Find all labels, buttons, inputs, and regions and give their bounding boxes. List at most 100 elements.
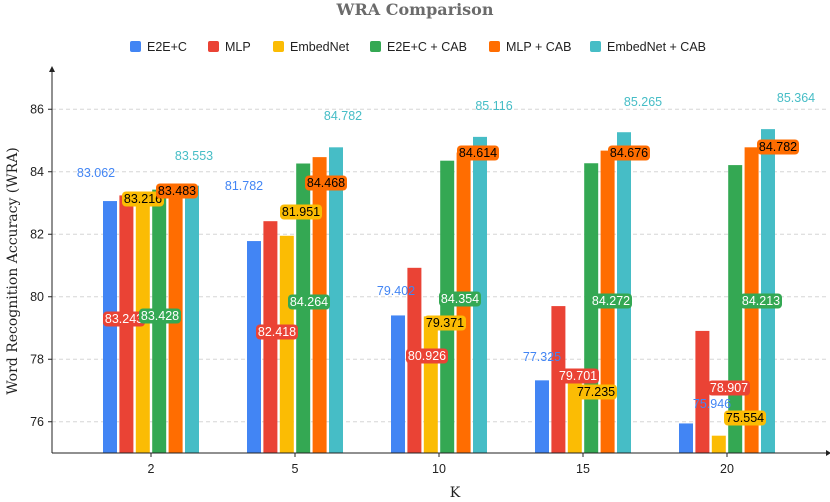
bar-embednet-cab-k5 (329, 147, 343, 453)
legend-item-embednet[interactable]: EmbedNet (273, 40, 350, 54)
legend-swatch (590, 41, 601, 52)
data-label-mlp-k20-box (708, 380, 750, 396)
y-tick-label: 84 (30, 165, 44, 179)
data-label-mlp-cab-k5: 84.468 (307, 176, 345, 190)
data-label-embednet-k5: 81.951 (282, 205, 320, 219)
legend-item-e2e-c[interactable]: E2E+C (130, 40, 187, 54)
data-label-e2e-c-cab-k15: 84.272 (592, 294, 630, 308)
data-label-embednet-cab-k5: 84.782 (324, 109, 362, 123)
x-tick-label: 10 (432, 462, 446, 476)
data-label-e2e-c-cab-k10: 84.354 (441, 292, 479, 306)
data-label-embednet-cab-k2: 83.553 (175, 149, 213, 163)
legend-label: MLP + CAB (506, 40, 571, 54)
bar-e2e-c-k15 (535, 380, 549, 453)
y-axis-arrow (49, 66, 55, 72)
data-label-embednet-k10: 79.371 (426, 316, 464, 330)
data-label-embednet-cab-k15: 85.265 (624, 95, 662, 109)
data-label-mlp-k2-box (103, 311, 145, 327)
bar-e2e-c-k20 (679, 423, 693, 453)
data-label-mlp-k2: 83.243 (105, 312, 143, 326)
data-label-embednet-k20-box (724, 410, 766, 426)
y-tick-label: 80 (30, 290, 44, 304)
bar-embednet-cab-k20 (761, 129, 775, 453)
bar-e2e-c-k5 (247, 241, 261, 453)
data-label-mlp-k5-box (256, 324, 298, 340)
legend-swatch (130, 41, 141, 52)
bar-mlp-k20 (695, 330, 710, 453)
legend-label: EmbedNet + CAB (607, 40, 706, 54)
data-label-embednet-cab-k20: 85.364 (777, 91, 815, 105)
bar-embednet-k15 (567, 383, 582, 453)
data-label-embednet-k2-box (122, 191, 164, 207)
data-label-embednet-k15: 77.235 (577, 385, 615, 399)
bar-embednet-k5 (279, 235, 294, 453)
data-label-e2e-c-cab-k2-box (139, 308, 181, 324)
x-tick-label: 2 (148, 462, 155, 476)
y-tick-label: 78 (30, 352, 44, 366)
data-label-embednet-k2: 83.216 (124, 192, 162, 206)
legend-item-e2e-c-cab[interactable]: E2E+C + CAB (370, 40, 467, 54)
data-label-embednet-k15-box (575, 384, 617, 400)
bars (103, 129, 775, 453)
legend-swatch (489, 41, 500, 52)
data-label-e2e-c-cab-k20-box (740, 293, 782, 309)
data-label-mlp-cab-k20-box (757, 139, 799, 155)
data-label-mlp-cab-k2: 83.483 (158, 184, 196, 198)
bar-embednet-cab-k2 (185, 185, 199, 453)
data-label-e2e-c-k10: 79.402 (377, 284, 415, 298)
y-tick-label: 86 (30, 102, 44, 116)
data-label-mlp-k10-box (406, 348, 448, 364)
data-label-e2e-c-k15: 77.325 (523, 350, 561, 364)
x-axis-arrow (826, 450, 830, 456)
data-label-embednet-cab-k10: 85.116 (475, 99, 512, 113)
x-tick-label: 20 (720, 462, 734, 476)
chart-title: WRA Comparison (336, 0, 494, 19)
y-axis-title: Word Recognition Accuracy (WRA) (5, 147, 21, 395)
legend-item-mlp-cab[interactable]: MLP + CAB (489, 40, 571, 54)
data-label-e2e-c-cab-k15-box (590, 293, 632, 309)
data-label-mlp-cab-k20: 84.782 (759, 140, 797, 154)
data-labels: 83.062 83.243 83.216 83.428 83.483 83.553 81.7… (77, 91, 815, 426)
y-tick-label: 76 (30, 415, 44, 429)
data-label-e2e-c-k2: 83.062 (77, 166, 115, 180)
bar-embednet-k20 (711, 435, 726, 453)
legend-swatch (273, 41, 284, 52)
data-label-embednet-k20: 75.554 (726, 411, 764, 425)
bar-embednet-k10 (423, 316, 438, 453)
data-label-e2e-c-k5: 81.782 (225, 179, 263, 193)
legend-label: EmbedNet (290, 40, 350, 54)
legend-item-embednet-cab[interactable]: EmbedNet + CAB (590, 40, 706, 54)
data-label-e2e-c-cab-k5: 84.264 (290, 295, 328, 309)
data-label-mlp-cab-k15: 84.676 (610, 146, 648, 160)
legend-label: E2E+C (147, 40, 187, 54)
x-tick-label: 5 (292, 462, 299, 476)
legend-swatch (208, 41, 219, 52)
data-label-embednet-k5-box (280, 204, 322, 220)
data-label-mlp-cab-k15-box (608, 145, 650, 161)
data-label-e2e-c-cab-k5-box (288, 294, 330, 310)
data-label-e2e-c-k20: 75.946 (693, 397, 731, 411)
axes: 76 78 80 82 84 86 2 5 10 15 20 (30, 66, 830, 476)
x-tick-label: 15 (576, 462, 590, 476)
gridlines (52, 108, 826, 423)
legend-swatch (370, 41, 381, 52)
data-label-mlp-k15-box (557, 368, 599, 384)
data-label-mlp-k5: 82.418 (258, 325, 296, 339)
bar-e2e-c-k2 (103, 201, 117, 453)
data-label-e2e-c-cab-k10-box (439, 291, 481, 307)
data-label-mlp-k15: 79.701 (559, 369, 597, 383)
legend-item-mlp[interactable]: MLP (208, 40, 251, 54)
bar-e2e-c-cab-k10 (440, 160, 455, 453)
data-label-e2e-c-cab-k20: 84.213 (742, 294, 780, 308)
data-label-mlp-k10: 80.926 (408, 349, 446, 363)
data-label-mlp-cab-k5-box (305, 175, 347, 191)
data-label-e2e-c-cab-k2: 83.428 (141, 309, 179, 323)
legend-label: MLP (225, 40, 251, 54)
bar-embednet-cab-k15 (617, 132, 631, 453)
y-tick-label: 82 (30, 227, 44, 241)
data-label-mlp-cab-k2-box (156, 183, 198, 199)
data-label-mlp-k20: 78.907 (710, 381, 748, 395)
legend: E2E+C MLP EmbedNet E2E+C + CAB MLP + CAB Embe… (130, 40, 706, 54)
bar-e2e-c-k10 (391, 315, 405, 453)
